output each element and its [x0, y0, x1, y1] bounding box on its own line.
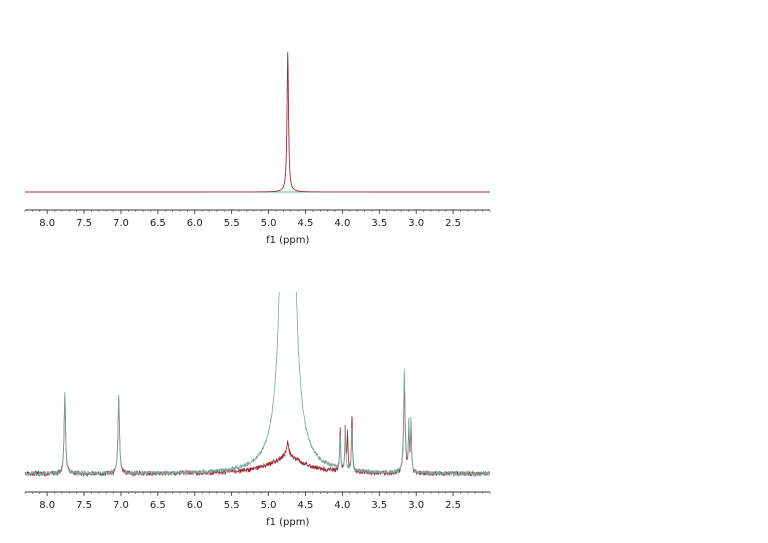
x-tick-label: 4.5 — [298, 500, 314, 511]
x-tick-label: 3.5 — [371, 500, 387, 511]
x-tick-label: 4.0 — [334, 218, 350, 229]
x-tick-label: 3.0 — [408, 500, 424, 511]
x-tick-label: 5.0 — [261, 500, 277, 511]
x-tick-label: 4.0 — [334, 500, 350, 511]
x-tick-label: 6.5 — [150, 218, 166, 229]
x-tick-label: 5.0 — [261, 218, 277, 229]
spectrum-series-red — [25, 52, 490, 193]
x-axis-title: f1 (ppm) — [266, 517, 309, 528]
x-tick-label: 6.0 — [187, 500, 203, 511]
x-tick-label: 7.5 — [76, 500, 92, 511]
x-tick-label: 6.0 — [187, 218, 203, 229]
spectrum-series-teal — [25, 292, 490, 477]
x-tick-label: 4.5 — [298, 218, 314, 229]
x-tick-label: 2.5 — [445, 500, 461, 511]
x-tick-label: 8.0 — [39, 500, 55, 511]
x-tick-label: 7.0 — [113, 218, 129, 229]
x-tick-label: 3.0 — [408, 218, 424, 229]
spectrum-panel-bottom: 8.0 7.5 7.0 6.5 6.0 5.5 5.0 4.5 4.0 3.5 3.0 2.5 f1 (… — [24, 292, 491, 528]
x-tick-label: 3.5 — [371, 218, 387, 229]
x-tick-label: 8.0 — [39, 218, 55, 229]
spectrum-panel-top: 8.0 7.5 7.0 6.5 6.0 5.5 5.0 4.5 4.0 3.5 3.0 2.5 f1 (… — [24, 52, 491, 246]
x-tick-label: 5.5 — [224, 500, 240, 511]
x-tick-label: 7.0 — [113, 500, 129, 511]
x-tick-label: 6.5 — [150, 500, 166, 511]
spectrum-series-red — [25, 383, 490, 478]
x-tick-label: 2.5 — [445, 218, 461, 229]
x-tick-label: 7.5 — [76, 218, 92, 229]
x-tick-label: 5.5 — [224, 218, 240, 229]
x-axis-title: f1 (ppm) — [266, 235, 309, 246]
